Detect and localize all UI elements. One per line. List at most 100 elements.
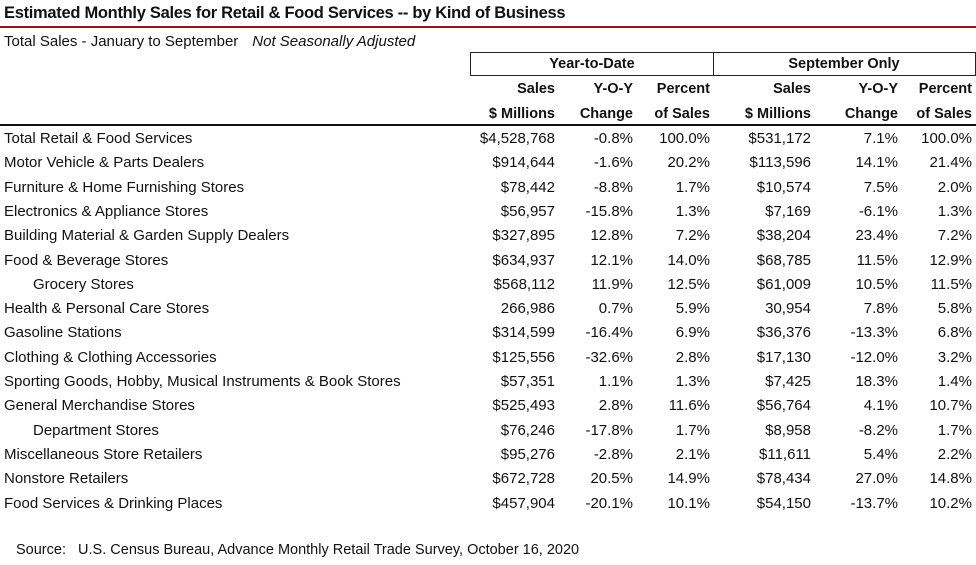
row-label: Food Services & Drinking Places: [4, 494, 223, 512]
table-cell: -32.6%: [585, 348, 633, 366]
source-note: Source: U.S. Census Bureau, Advance Mont…: [16, 542, 580, 558]
table-cell: $11,611: [759, 445, 811, 463]
table-cell: 2.2%: [937, 445, 972, 463]
table-cell: $17,130: [756, 348, 811, 366]
table-cell: 7.8%: [863, 300, 898, 318]
row-label: Motor Vehicle & Parts Dealers: [4, 154, 205, 172]
table-cell: $7,169: [765, 202, 811, 220]
column-header: $ Millions: [744, 106, 811, 122]
table-cell: $10,574: [756, 178, 811, 196]
table-cell: $78,434: [756, 470, 811, 488]
column-header: $ Millions: [488, 106, 555, 122]
table-cell: -16.4%: [585, 324, 633, 342]
table-cell: -13.3%: [850, 324, 898, 342]
table-cell: 12.8%: [590, 227, 633, 245]
table-cell: $54,150: [756, 494, 811, 512]
table-cell: 2.1%: [675, 445, 710, 463]
column-header: of Sales: [654, 106, 710, 122]
table-cell: -13.7%: [850, 494, 898, 512]
table-cell: -20.1%: [585, 494, 633, 512]
column-header: Sales: [773, 81, 811, 97]
row-label: Food & Beverage Stores: [4, 251, 169, 269]
table-row: Department Stores $76,246 -17.8% 1.7% $8,958…: [0, 419, 976, 443]
table-cell: $78,442: [500, 178, 555, 196]
table-cell: $113,596: [749, 154, 811, 172]
table-row: Grocery Stores $568,112 11.9% 12.5% $61,009 1…: [0, 273, 976, 297]
column-header: Percent: [656, 81, 710, 97]
table-cell: 1.1%: [598, 373, 633, 390]
table-cell: -8.2%: [858, 421, 898, 439]
row-label: Gasoline Stations: [4, 324, 122, 342]
table-cell: $95,276: [500, 445, 555, 463]
table-title: Estimated Monthly Sales for Retail & Foo…: [4, 4, 566, 22]
row-label: Miscellaneous Store Retailers: [4, 445, 203, 463]
table-row: Food Services & Drinking Places $457,904 -…: [0, 492, 976, 516]
row-label: Clothing & Clothing Accessories: [4, 348, 217, 366]
row-label: Nonstore Retailers: [4, 470, 129, 488]
table-cell: 11.9%: [591, 275, 633, 293]
table-cell: 11.5%: [856, 251, 898, 269]
table-cell: 6.8%: [937, 324, 972, 342]
subtitle-note: Not Seasonally Adjusted: [252, 33, 416, 50]
table-cell: 6.9%: [675, 324, 710, 342]
table-cell: 20.2%: [667, 154, 710, 172]
table-row: Nonstore Retailers $672,728 20.5% 14.9% $78,…: [0, 467, 976, 491]
table-cell: 7.5%: [863, 178, 898, 196]
table-cell: 100.0%: [921, 130, 972, 147]
table-cell: 266,986: [500, 300, 555, 318]
table-cell: $57,351: [500, 373, 555, 390]
table-cell: -1.6%: [593, 154, 633, 172]
header-rule: [0, 124, 976, 126]
table-cell: $38,204: [756, 227, 811, 245]
row-label: General Merchandise Stores: [4, 397, 195, 415]
column-header: Y-O-Y: [858, 81, 898, 97]
table-cell: 10.5%: [855, 275, 898, 293]
column-header: of Sales: [916, 106, 972, 122]
table-cell: 5.9%: [675, 300, 710, 318]
table-cell: $56,957: [500, 202, 555, 220]
table-cell: 14.9%: [667, 470, 710, 488]
table-cell: 7.2%: [675, 227, 710, 245]
table-row: Gasoline Stations $314,599 -16.4% 6.9% $36,3…: [0, 321, 976, 345]
row-label: Building Material & Garden Supply Dealer…: [4, 227, 290, 245]
table-row: Electronics & Appliance Stores $56,957 -15…: [0, 200, 976, 224]
group-year-to-date: Year-to-Date: [470, 52, 714, 76]
column-header: Change: [844, 106, 898, 122]
table-cell: 7.2%: [937, 227, 972, 245]
table-cell: $8,958: [765, 421, 811, 439]
row-label: Sporting Goods, Hobby, Musical Instrumen…: [4, 373, 401, 390]
table-cell: 14.1%: [855, 154, 898, 172]
table-cell: $68,785: [756, 251, 811, 269]
table-cell: $4,528,768: [479, 130, 555, 147]
table-cell: 14.0%: [667, 251, 710, 269]
table-cell: 23.4%: [855, 227, 898, 245]
column-header: Sales: [517, 81, 555, 97]
table-cell: $457,904: [492, 494, 555, 512]
table-cell: 5.4%: [863, 445, 898, 463]
column-header: Change: [579, 106, 633, 122]
table-cell: 10.2%: [929, 494, 972, 512]
table-row: Food & Beverage Stores $634,937 12.1% 14.0%…: [0, 249, 976, 273]
table-cell: 3.2%: [937, 348, 972, 366]
table-cell: 1.3%: [675, 202, 710, 220]
row-label: Total Retail & Food Services: [4, 130, 193, 147]
table-row: Miscellaneous Store Retailers $95,276 -2.8…: [0, 443, 976, 467]
table-cell: 0.7%: [598, 300, 633, 318]
table-row: Sporting Goods, Hobby, Musical Instrumen…: [0, 370, 976, 394]
table-cell: 100.0%: [659, 130, 710, 147]
row-label: Furniture & Home Furnishing Stores: [4, 178, 245, 196]
subtitle: Total Sales - January to September Not Se…: [4, 33, 415, 50]
table-cell: $76,246: [500, 421, 555, 439]
table-cell: $314,599: [492, 324, 555, 342]
table-cell: $125,556: [492, 348, 555, 366]
table-cell: 5.8%: [937, 300, 972, 318]
table-cell: 11.5%: [930, 275, 972, 293]
table-cell: 12.5%: [667, 275, 710, 293]
row-label: Health & Personal Care Stores: [4, 300, 210, 318]
table-cell: 11.6%: [668, 397, 710, 415]
table-cell: -15.8%: [585, 202, 633, 220]
table-cell: 21.4%: [929, 154, 972, 172]
table-cell: $634,937: [492, 251, 555, 269]
table-cell: $36,376: [756, 324, 811, 342]
table-cell: 14.8%: [929, 470, 972, 488]
